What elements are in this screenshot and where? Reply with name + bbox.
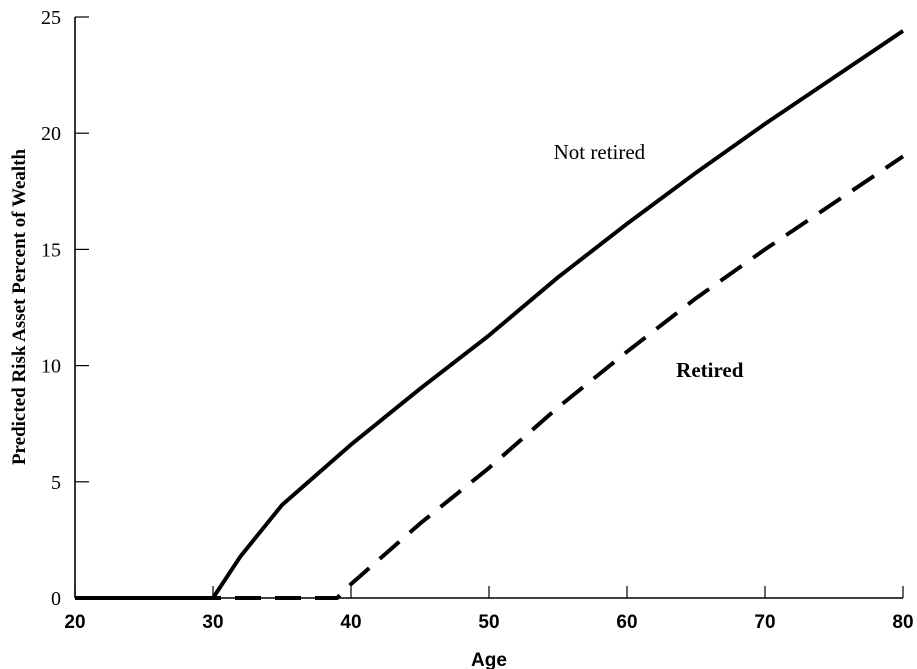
y-tick-label: 25 <box>41 7 61 29</box>
y-tick-label: 5 <box>51 472 61 494</box>
x-tick-label: 30 <box>202 612 223 633</box>
series-line-retired <box>75 154 905 600</box>
y-axis-label: Predicted Risk Asset Percent of Wealth <box>9 149 30 466</box>
y-tick-label: 0 <box>51 588 61 610</box>
x-tick-label: 40 <box>340 612 361 633</box>
y-tick-label: 15 <box>41 239 61 261</box>
x-tick-label: 70 <box>754 612 775 633</box>
series-layer <box>75 29 905 600</box>
y-tick-label: 20 <box>41 123 61 145</box>
x-tick-label: 80 <box>892 612 913 633</box>
annotation-not-retired: Not retired <box>554 140 646 164</box>
x-tick-label: 20 <box>64 612 85 633</box>
tick-layer: 0 5 10 15 20 25 20 30 40 50 60 70 80 <box>41 7 914 633</box>
x-axis-label: Age <box>471 650 507 669</box>
y-tick-label: 10 <box>41 356 61 378</box>
series-line-not-retired <box>75 29 905 600</box>
annotation-retired: Retired <box>676 358 744 382</box>
annotation-layer: Not retired Retired <box>554 140 744 382</box>
x-tick-label: 50 <box>478 612 499 633</box>
x-tick-label: 60 <box>616 612 637 633</box>
